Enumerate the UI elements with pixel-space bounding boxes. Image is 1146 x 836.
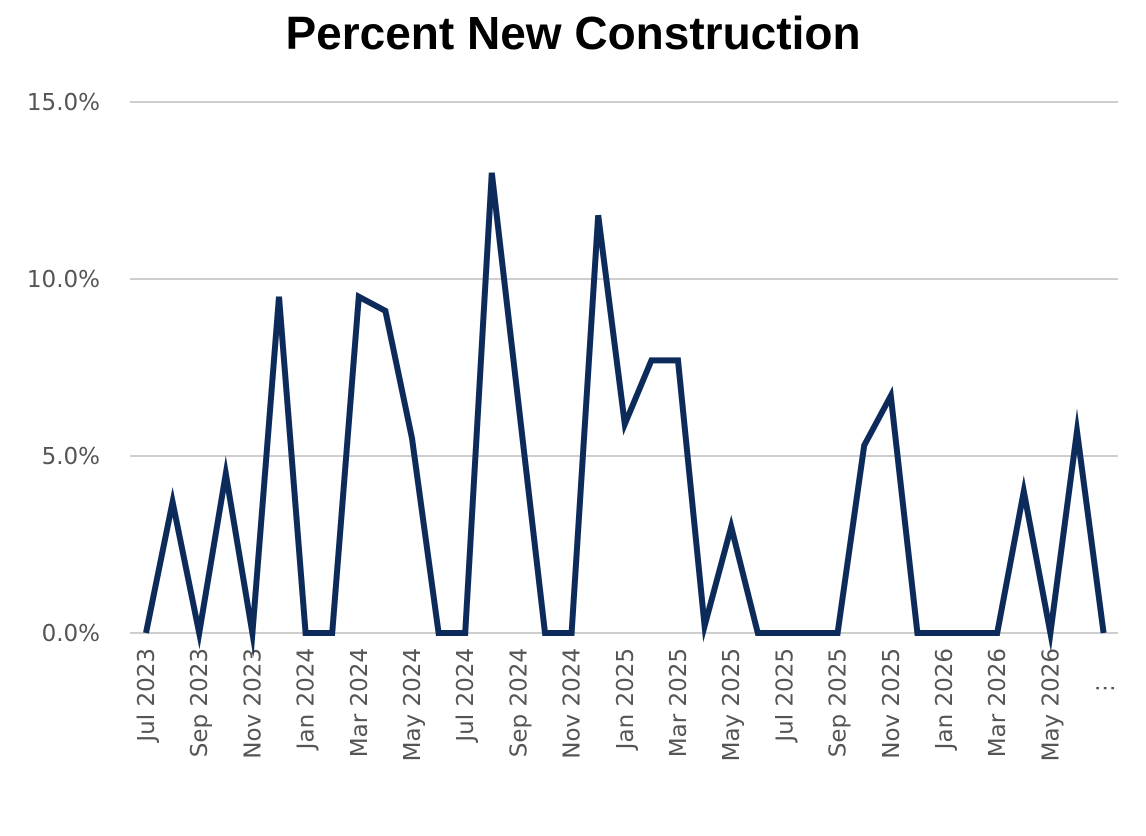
x-tick-label: Sep 2024 — [506, 648, 532, 757]
y-tick-label: 0.0% — [42, 621, 100, 647]
x-tick-label: Jan 2026 — [932, 648, 958, 751]
x-tick-label: Jan 2024 — [294, 648, 320, 751]
x-tick-label: Mar 2025 — [666, 648, 692, 757]
x-tick-label: Mar 2026 — [985, 648, 1011, 757]
x-tick-label: May 2025 — [719, 648, 745, 761]
y-tick-label: 15.0% — [27, 90, 100, 116]
x-axis-ticks: Jul 2023 Sep 2023 Nov 2023 Jan 2024 Mar 2024… — [134, 648, 1118, 761]
x-tick-label: Nov 2024 — [560, 648, 586, 759]
gridlines — [130, 101, 1118, 634]
series-layer — [143, 172, 1107, 658]
y-tick-label: 5.0% — [42, 444, 100, 470]
y-axis-ticks: 0.0% 5.0% 10.0% 15.0% — [27, 90, 100, 647]
x-tick-label: Sep 2025 — [826, 648, 852, 757]
x-tick-label: Jan 2025 — [613, 648, 639, 751]
chart-title: Percent New Construction — [285, 7, 861, 59]
series-line — [143, 172, 1107, 658]
x-tick-label: Jul 2023 — [134, 648, 160, 744]
x-tick-label: Nov 2023 — [240, 648, 266, 759]
more-ticks-indicator: ⋮ — [1093, 677, 1118, 699]
x-tick-label: Jul 2025 — [772, 648, 798, 744]
x-tick-label: Sep 2023 — [187, 648, 213, 757]
x-tick-label: May 2024 — [400, 648, 426, 761]
y-tick-label: 10.0% — [27, 267, 100, 293]
x-tick-label: May 2026 — [1038, 648, 1064, 761]
x-tick-label: Jul 2024 — [453, 648, 479, 744]
x-tick-label: Mar 2024 — [347, 648, 373, 757]
x-tick-label: Nov 2025 — [879, 648, 905, 759]
